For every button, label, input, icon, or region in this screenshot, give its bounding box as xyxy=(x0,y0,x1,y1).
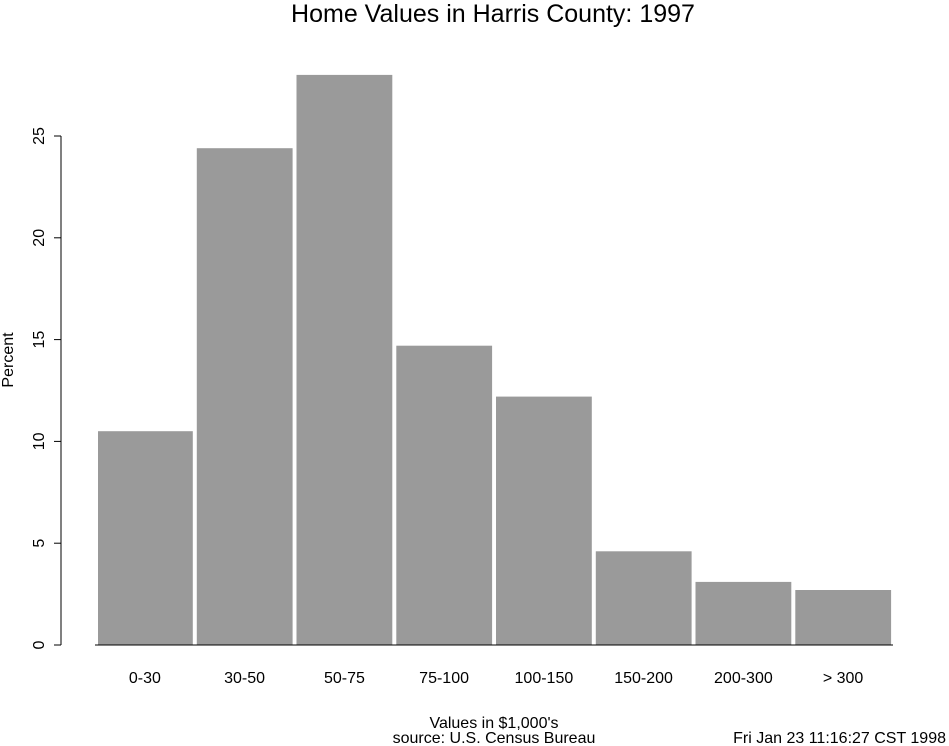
bar-7 xyxy=(795,590,892,645)
y-axis: 0 5 10 15 20 25 xyxy=(31,127,62,649)
chart-title: Home Values in Harris County: 1997 xyxy=(291,0,695,28)
y-tick-label: 20 xyxy=(31,229,48,247)
y-tick-label: 5 xyxy=(31,539,48,548)
x-axis-label: Values in $1,000's xyxy=(429,715,558,732)
bar-1 xyxy=(196,148,293,645)
x-tick-label: 0-30 xyxy=(129,670,161,687)
x-tick-label: > 300 xyxy=(823,670,864,687)
bar-2 xyxy=(296,74,393,645)
y-tick-label: 0 xyxy=(31,640,48,649)
bar-5 xyxy=(595,551,692,645)
x-tick-label: 150-200 xyxy=(614,670,673,687)
bar-3 xyxy=(396,345,493,645)
x-tick-label: 50-75 xyxy=(324,670,365,687)
x-tick-label: 75-100 xyxy=(419,670,469,687)
bar-6 xyxy=(695,581,792,645)
bar-0 xyxy=(98,431,193,645)
x-tick-label: 200-300 xyxy=(714,670,773,687)
bar-4 xyxy=(496,396,592,645)
bars-group xyxy=(98,74,892,645)
x-tick-label: 100-150 xyxy=(515,670,574,687)
y-tick-label: 10 xyxy=(31,432,48,450)
y-tick-label: 25 xyxy=(31,127,48,145)
timestamp: Fri Jan 23 11:16:27 CST 1998 xyxy=(733,730,946,746)
x-tick-label: 30-50 xyxy=(224,670,265,687)
y-axis-label: Percent xyxy=(0,332,17,388)
x-axis: 0-30 30-50 50-75 75-100 100-150 150-200 200-30… xyxy=(95,644,893,687)
source-note: source: U.S. Census Bureau xyxy=(393,730,596,746)
y-tick-label: 15 xyxy=(31,331,48,349)
